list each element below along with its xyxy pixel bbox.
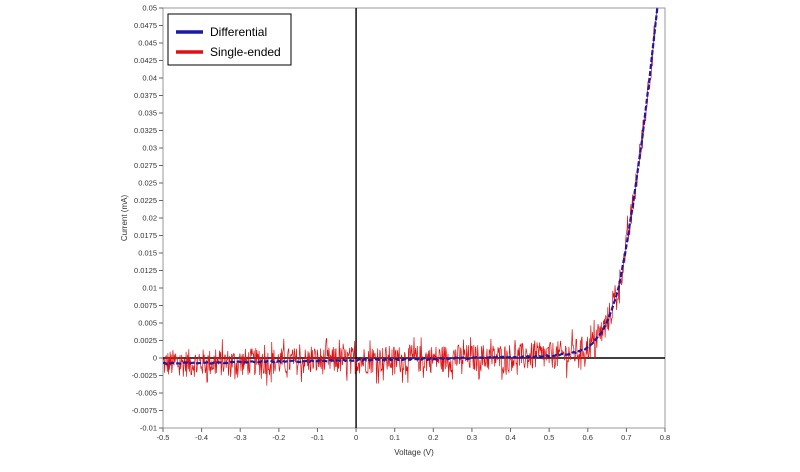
series-layer (162, 7, 659, 386)
y-tick-label: 0.015 (138, 249, 157, 258)
y-tick-label: 0.0125 (134, 266, 157, 275)
series-line-single-ended (162, 7, 658, 386)
y-tick-label: -0.0025 (132, 371, 157, 380)
y-tick-label: -0.0075 (132, 406, 157, 415)
y-tick-label: 0.03 (142, 144, 157, 153)
y-tick-label: 0.0225 (134, 196, 157, 205)
x-tick-label: 0.6 (583, 433, 593, 442)
y-tick-label: 0 (153, 354, 157, 363)
x-axis-ticks: -0.5 -0.4 -0.3 -0.2 -0.1 0 0.1 0.2 0.3 0.4 0.5 0.6 0… (157, 428, 670, 442)
x-tick-label: -0.2 (272, 433, 285, 442)
x-tick-label: 0.7 (621, 433, 631, 442)
x-tick-label: -0.3 (234, 433, 247, 442)
x-tick-label: 0 (354, 433, 358, 442)
y-tick-label: 0.0375 (134, 91, 157, 100)
y-tick-label: 0.0475 (134, 21, 157, 30)
legend: Differential Single-ended (167, 13, 292, 66)
y-axis-ticks: -0.01 -0.0075 -0.005 -0.0025 0 0.0025 0.005 0.0… (132, 4, 163, 433)
x-tick-label: 0.3 (467, 433, 477, 442)
y-tick-label: -0.01 (140, 424, 157, 433)
series-line-differential (163, 7, 659, 366)
y-tick-label: -0.005 (136, 389, 157, 398)
x-tick-label: 0.8 (660, 433, 670, 442)
y-tick-label: 0.04 (142, 74, 157, 83)
y-tick-label: 0.045 (138, 39, 157, 48)
x-tick-label: -0.5 (157, 433, 170, 442)
x-tick-label: -0.1 (311, 433, 324, 442)
y-tick-label: 0.01 (142, 284, 157, 293)
legend-label-single-ended: Single-ended (210, 45, 281, 59)
legend-label-differential: Differential (210, 25, 267, 39)
y-tick-label: 0.02 (142, 214, 157, 223)
y-tick-label: 0.0025 (134, 336, 157, 345)
y-tick-label: 0.0275 (134, 161, 157, 170)
x-tick-label: 0.1 (389, 433, 399, 442)
y-tick-label: 0.025 (138, 179, 157, 188)
y-tick-label: 0.0325 (134, 126, 157, 135)
x-tick-label: 0.4 (505, 433, 515, 442)
y-tick-label: 0.05 (142, 4, 157, 13)
legend-box (167, 13, 292, 66)
y-axis-title: Current (mA) (120, 195, 129, 242)
x-axis-title: Voltage (V) (394, 448, 434, 457)
y-tick-label: 0.0425 (134, 56, 157, 65)
x-tick-label: -0.4 (195, 433, 208, 442)
x-tick-label: 0.2 (428, 433, 438, 442)
x-tick-label: 0.5 (544, 433, 554, 442)
y-tick-label: 0.005 (138, 319, 157, 328)
y-tick-label: 0.035 (138, 109, 157, 118)
y-tick-label: 0.0075 (134, 301, 157, 310)
y-tick-label: 0.0175 (134, 231, 157, 240)
